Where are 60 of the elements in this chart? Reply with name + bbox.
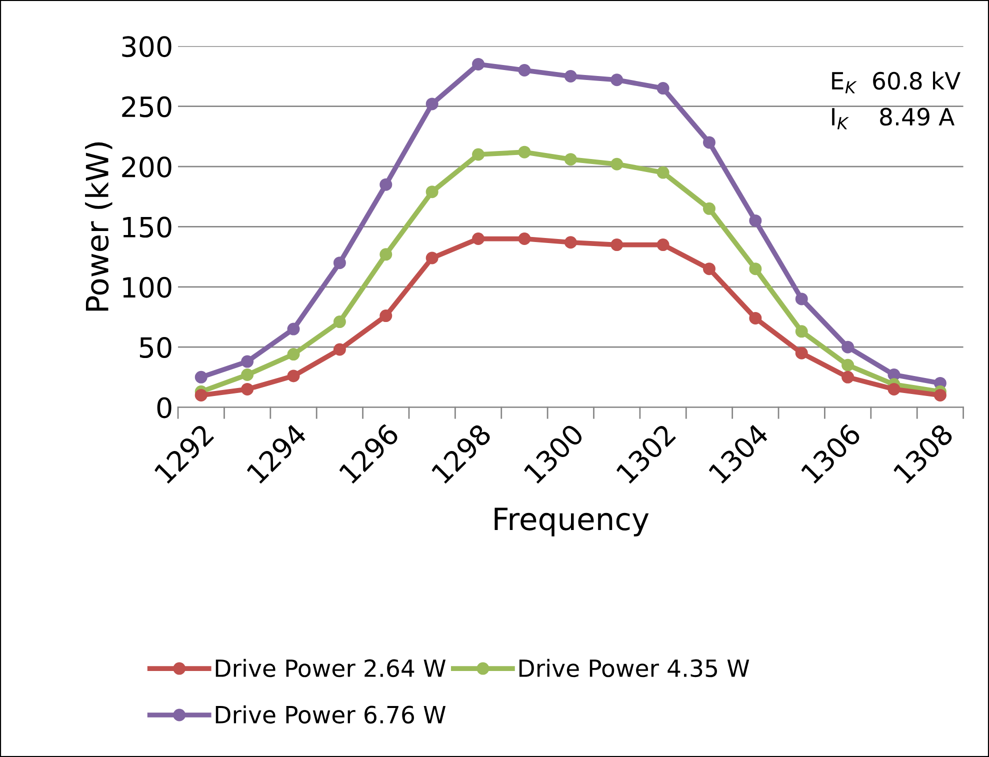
point	[656, 82, 670, 95]
point	[610, 74, 624, 86]
point	[380, 178, 392, 191]
point	[795, 292, 808, 306]
point	[842, 340, 854, 354]
point	[380, 248, 392, 261]
point	[702, 136, 716, 149]
point	[610, 238, 624, 252]
y-tick-label: 50	[140, 337, 172, 358]
point	[333, 343, 346, 356]
y-tick-label: 0	[157, 397, 172, 418]
point	[795, 325, 808, 338]
point	[934, 388, 946, 402]
y-tick-label: 200	[122, 156, 172, 178]
point	[380, 310, 392, 322]
y-tick-label: 100	[123, 276, 172, 298]
y-tick-label: 250	[122, 96, 172, 118]
point	[518, 64, 531, 76]
y-axis-title: Power (kW)	[85, 142, 112, 311]
point	[749, 312, 762, 324]
point	[656, 166, 670, 179]
point	[702, 262, 716, 276]
point	[564, 153, 577, 166]
y-tick-label: 150	[123, 216, 172, 238]
point	[194, 388, 208, 402]
point	[472, 58, 485, 70]
point	[472, 148, 485, 161]
point	[426, 98, 438, 110]
point	[518, 146, 531, 158]
point	[194, 370, 208, 384]
point	[702, 202, 716, 215]
point	[564, 236, 577, 249]
point	[656, 238, 670, 252]
point	[287, 322, 300, 336]
point	[333, 256, 346, 270]
point	[333, 316, 346, 328]
point	[749, 214, 762, 227]
point	[518, 232, 531, 246]
point	[610, 158, 624, 170]
point	[287, 370, 300, 382]
text: I$_{K}$ 8.49 A	[832, 108, 955, 130]
point	[241, 382, 254, 396]
point	[749, 262, 762, 276]
point	[842, 358, 854, 372]
annotation: E$_{K}$ 60.8 kV	[832, 71, 961, 94]
x-axis-title: Frequency	[494, 508, 649, 536]
point	[287, 348, 300, 361]
point	[842, 370, 854, 384]
point	[888, 382, 900, 396]
legend-label: Drive Power 2.64 W	[216, 658, 446, 678]
y-tick-label: 300	[122, 36, 172, 58]
point	[795, 346, 808, 360]
point	[564, 70, 577, 83]
point	[241, 368, 254, 382]
point	[426, 252, 438, 264]
point	[426, 186, 438, 198]
legend-label: Drive Power 4.35 W	[519, 658, 750, 678]
point	[241, 355, 254, 368]
legend-label: Drive Power 6.76 W	[216, 705, 446, 724]
point	[472, 232, 485, 246]
